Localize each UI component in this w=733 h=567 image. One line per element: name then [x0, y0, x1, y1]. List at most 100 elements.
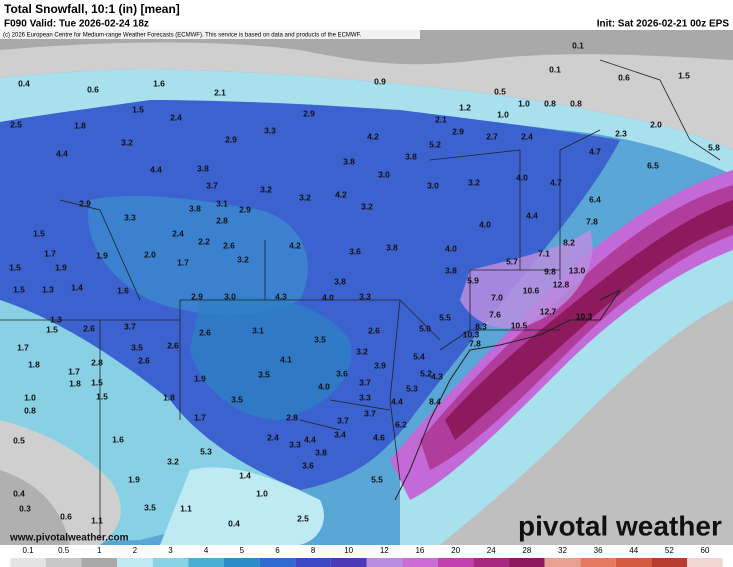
snow-label: 7.8 [586, 216, 598, 226]
snow-label: 1.5 [96, 391, 108, 401]
snow-label: 3.1 [216, 198, 228, 208]
snow-label: 3.2 [260, 184, 272, 194]
snow-label: 4.4 [526, 210, 538, 220]
snow-label: 2.5 [10, 119, 22, 129]
snow-label: 4.4 [391, 396, 403, 406]
header-bar [0, 0, 733, 30]
snow-label: 0.6 [618, 72, 630, 82]
snow-label: 2.9 [239, 204, 251, 214]
snow-label: 5.7 [506, 256, 518, 266]
snow-label: 3.1 [252, 325, 264, 335]
colorbar-cell [330, 558, 367, 567]
snow-label: 1.1 [91, 515, 103, 525]
url: www.pivotalweather.com [9, 533, 129, 544]
snow-label: 5.5 [371, 474, 383, 484]
snow-label: 0.3 [19, 503, 31, 513]
snow-label: 0.6 [60, 511, 72, 521]
snow-label: 3.8 [315, 447, 327, 457]
snow-label: 2.9 [225, 134, 237, 144]
colorbar-cell [117, 558, 153, 567]
snow-label: 1.9 [194, 373, 206, 383]
snow-label: 8.2 [563, 237, 575, 247]
snow-label: 3.3 [264, 125, 276, 135]
snow-label: 6.5 [647, 160, 659, 170]
snow-label: 1.3 [42, 284, 54, 294]
colorbar-label: 4 [204, 546, 209, 555]
colorbar-label: 1 [97, 546, 102, 555]
snow-label: 2.8 [286, 412, 298, 422]
snow-label: 0.4 [18, 78, 30, 88]
colorbar-cell [152, 558, 189, 567]
snow-label: 3.8 [334, 276, 346, 286]
colorbar-cell [651, 558, 688, 567]
snow-label: 0.6 [87, 84, 99, 94]
snow-label: 3.7 [337, 415, 349, 425]
snow-label: 2.6 [83, 323, 95, 333]
snow-label: 9.8 [544, 266, 556, 276]
colorbar-label: 3 [168, 546, 173, 555]
snow-label: 3.5 [258, 369, 270, 379]
colorbar-cell [615, 558, 652, 567]
colorbar-label: 52 [665, 546, 674, 555]
snow-label: 3.5 [231, 394, 243, 404]
snow-label: 4.0 [445, 243, 457, 253]
snow-label: 6.2 [395, 419, 407, 429]
snow-label: 3.3 [289, 439, 301, 449]
colorbar-label: 24 [487, 546, 496, 555]
snow-label: 3.8 [343, 156, 355, 166]
title: Total Snowfall, 10:1 (in) [mean] [4, 2, 180, 16]
snow-label: 1.5 [678, 70, 690, 80]
snow-label: 4.6 [373, 432, 385, 442]
snow-label: 2.0 [144, 249, 156, 259]
snow-label: 4.0 [318, 381, 330, 391]
snow-label: 4.0 [516, 172, 528, 182]
snow-label: 8.4 [429, 396, 441, 406]
snow-label: 2.6 [138, 355, 150, 365]
snow-label: 3.7 [364, 408, 376, 418]
colorbar-label: 12 [380, 546, 389, 555]
snow-label: 10.3 [463, 329, 480, 339]
snow-label: 4.7 [550, 177, 562, 187]
snow-label: 1.4 [71, 282, 83, 292]
snow-label: 4.4 [304, 434, 316, 444]
snow-label: 5.2 [429, 139, 441, 149]
snow-label: 2.9 [191, 291, 203, 301]
snow-label: 0.4 [228, 518, 240, 528]
colorbar-label: 60 [701, 546, 710, 555]
snow-label: 3.0 [224, 291, 236, 301]
borders [0, 59, 721, 540]
snow-label: 1.7 [17, 342, 29, 352]
snow-label: 4.0 [322, 292, 334, 302]
snow-label: 4.0 [479, 219, 491, 229]
snow-label: 1.6 [153, 78, 165, 88]
snow-label: 1.6 [117, 285, 129, 295]
snow-label: 1.5 [33, 228, 45, 238]
snow-label: 3.6 [302, 460, 314, 470]
snow-label: 1.8 [163, 392, 175, 402]
snow-label: 10.6 [523, 285, 540, 295]
snow-label: 2.2 [198, 236, 210, 246]
snow-label: 0.1 [549, 64, 561, 74]
snow-label: 0.5 [13, 435, 25, 445]
snow-label: 5.3 [200, 446, 212, 456]
colorbar-cell [687, 558, 723, 567]
snow-label: 0.1 [572, 40, 584, 50]
snow-label: 1.5 [13, 284, 25, 294]
snow-label: 1.0 [518, 98, 530, 108]
snow-label: 3.4 [334, 429, 346, 439]
snow-label: 2.7 [486, 131, 498, 141]
snow-label: 1.1 [180, 503, 192, 513]
snow-label: 3.0 [378, 169, 390, 179]
snow-label: 0.8 [24, 405, 36, 415]
colorbar-cell [580, 558, 616, 567]
snow-label: 1.4 [239, 470, 251, 480]
colorbar-label: 2 [133, 546, 138, 555]
snow-label: 3.5 [144, 502, 156, 512]
credit-bg [0, 30, 420, 39]
snow-label: 3.5 [131, 342, 143, 352]
snow-label: 4.4 [56, 148, 68, 158]
snow-label: 5.3 [406, 383, 418, 393]
snow-label: 4.2 [367, 131, 379, 141]
snow-label: 12.7 [540, 306, 557, 316]
